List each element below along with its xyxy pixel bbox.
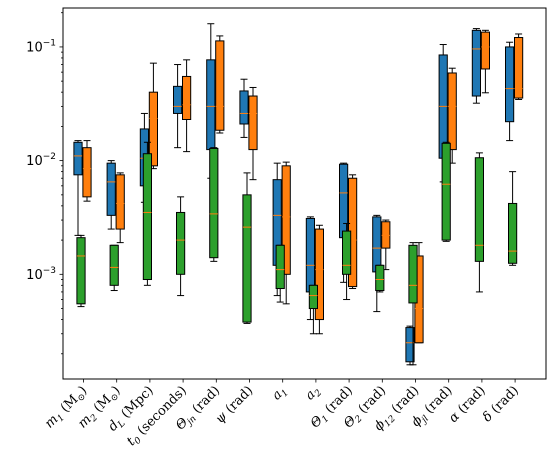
x-tick-label-sub: 1 (280, 388, 291, 399)
box-series-3-cat-13 (474, 152, 484, 293)
box-series-3-cat-2 (109, 244, 119, 292)
box-series-2-cat-12 (447, 67, 457, 164)
y-axis: 10−310−210−1 (26, 12, 63, 355)
box-body (342, 230, 352, 275)
y-tick-base: 10 (26, 40, 43, 55)
box-series-2-cat-7 (281, 161, 291, 305)
y-tick-label: 10−1 (26, 38, 56, 55)
box-series-2-cat-6 (248, 86, 258, 181)
box-series-2-cat-8 (314, 224, 324, 335)
box-body (109, 244, 119, 286)
plot-marks (73, 23, 524, 366)
box-body (142, 153, 153, 281)
y-tick-exponent: −2 (43, 152, 56, 162)
box-series-3-cat-6 (242, 172, 252, 324)
box-body (148, 91, 159, 167)
box-series-2-cat-4 (182, 59, 192, 153)
box-body (447, 72, 457, 151)
box-series-1-cat-6 (239, 78, 249, 138)
box-body (239, 90, 249, 125)
box-series-1-cat-4 (173, 64, 183, 149)
box-series-3-cat-7 (275, 244, 285, 303)
box-body (281, 165, 291, 275)
box-body (209, 147, 219, 259)
box-series-1-cat-13 (471, 28, 481, 104)
box-series-1-cat-1 (73, 140, 83, 236)
y-tick-label: 10−3 (26, 266, 56, 283)
box-series-3-cat-14 (508, 171, 518, 266)
box-series-2-cat-14 (514, 33, 524, 100)
box-body (248, 95, 258, 151)
box-body (308, 284, 318, 310)
box-body (242, 194, 252, 323)
box-body (182, 75, 192, 120)
box-body (275, 244, 285, 290)
box-series-1-cat-2 (106, 160, 116, 230)
plot-frame (62, 7, 547, 380)
box-series-3-cat-9 (342, 222, 352, 301)
box-body (314, 228, 324, 321)
box-body (514, 37, 524, 99)
box-body (73, 141, 83, 176)
box-body (441, 142, 451, 241)
y-tick-label: 10−2 (26, 152, 56, 169)
box-series-2-cat-10 (381, 219, 391, 271)
box-body (508, 202, 518, 264)
box-series-3-cat-11 (408, 242, 418, 366)
y-tick-base: 10 (26, 268, 43, 283)
box-body (115, 174, 125, 230)
box-body (474, 157, 484, 262)
y-tick-base: 10 (26, 154, 43, 169)
box-body (215, 40, 225, 131)
box-body (505, 46, 515, 123)
box-body (375, 264, 385, 292)
box-body (471, 29, 481, 97)
y-tick-exponent: −3 (43, 266, 56, 276)
box-series-3-cat-3 (142, 141, 153, 286)
box-series-3-cat-5 (209, 147, 219, 262)
box-series-2-cat-1 (82, 140, 92, 202)
box-body (372, 216, 382, 273)
box-body (480, 31, 490, 70)
box-series-3-cat-12 (441, 141, 451, 242)
box-body (206, 59, 216, 151)
box-series-1-cat-14 (505, 41, 515, 142)
x-tick-label-sub: 1 (56, 413, 67, 424)
box-body (173, 85, 183, 114)
box-series-2-cat-2 (115, 172, 125, 244)
x-tick-label-sub: 0 (133, 435, 144, 446)
box-body (82, 147, 92, 198)
box-series-3-cat-10 (375, 264, 385, 293)
box-body (405, 327, 415, 363)
box-body (176, 211, 186, 275)
box-body (408, 244, 418, 304)
box-body (76, 237, 86, 305)
box-series-2-cat-13 (480, 29, 490, 94)
box-series-3-cat-4 (176, 196, 186, 297)
box-series-2-cat-3 (148, 62, 159, 170)
x-tick-label-sub: 1 (320, 414, 331, 425)
box-body (106, 162, 116, 216)
box-series-3-cat-1 (76, 234, 86, 308)
box-series-3-cat-8 (308, 284, 318, 335)
box-body (305, 217, 315, 293)
y-tick-exponent: −1 (43, 38, 56, 48)
box-series-2-cat-5 (215, 35, 225, 134)
